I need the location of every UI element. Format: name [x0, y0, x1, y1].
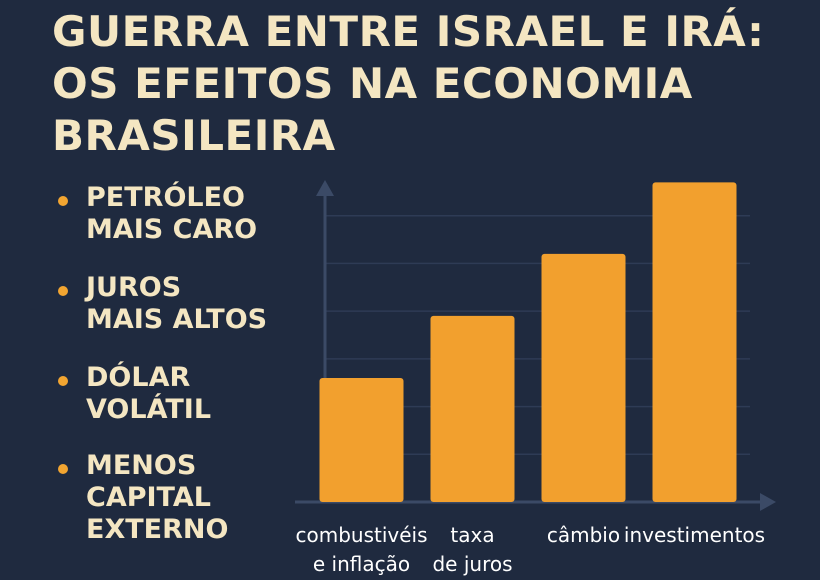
bullet-dot-icon [58, 376, 68, 386]
x-axis-arrow-icon [760, 493, 776, 511]
x-tick-label: taxa de juros [432, 523, 512, 576]
title-line: BRASILEIRA [52, 111, 336, 160]
bar [430, 315, 515, 502]
title-line: GUERRA ENTRE ISRAEL E IRÁ: [52, 7, 765, 56]
bullet-label: JUROS MAIS ALTOS [86, 272, 268, 335]
bullet-dot-icon [58, 196, 68, 206]
x-tick-label: combustivéis e inflação [295, 523, 427, 576]
y-axis-arrow-icon [316, 180, 334, 196]
bullet-label: MENOS CAPITAL EXTERNO [86, 450, 229, 545]
bullet-label: PETRÓLEO MAIS CARO [86, 182, 258, 245]
bullet-dot-icon [58, 464, 68, 474]
bar-group [319, 182, 737, 503]
bullet-label: DÓLAR VOLÁTIL [86, 362, 212, 425]
bullet-dot-icon [58, 286, 68, 296]
bar [541, 253, 626, 502]
x-tick-label: câmbio [547, 523, 620, 547]
bar [319, 377, 404, 502]
x-tick-label: investimentos [624, 523, 765, 547]
page-title: GUERRA ENTRE ISRAEL E IRÁ: OS EFEITOS NA… [52, 6, 812, 162]
title-line: OS EFEITOS NA ECONOMIA [52, 59, 693, 108]
bar [652, 182, 737, 503]
